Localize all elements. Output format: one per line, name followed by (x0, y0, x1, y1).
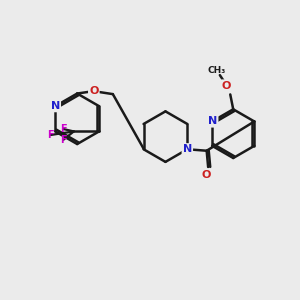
Text: F: F (60, 135, 67, 145)
Text: O: O (222, 80, 231, 91)
Text: N: N (183, 144, 192, 154)
Text: CH₃: CH₃ (207, 65, 225, 74)
Text: O: O (89, 85, 98, 96)
Text: O: O (202, 169, 211, 179)
Text: N: N (51, 101, 60, 111)
Text: F: F (47, 130, 54, 140)
Text: F: F (60, 124, 67, 134)
Text: N: N (208, 116, 217, 127)
